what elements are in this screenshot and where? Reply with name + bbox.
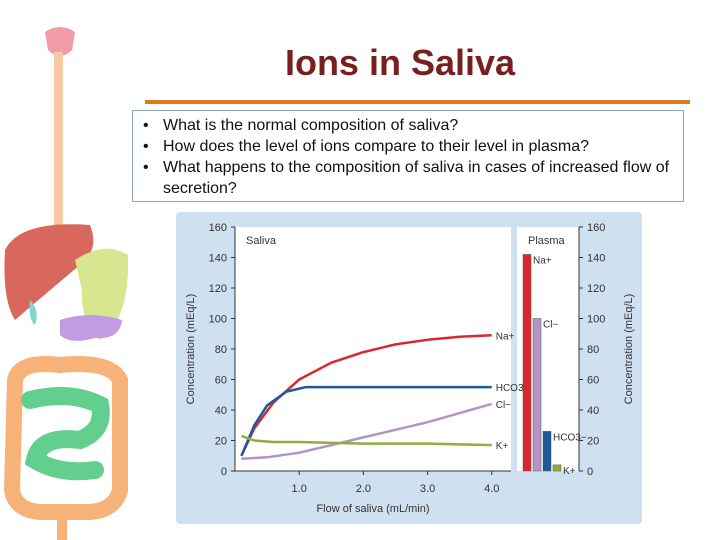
series-label: K+ [496,441,509,452]
plasma-panel-title: Plasma [528,235,566,247]
series-line [241,402,493,461]
series-line [240,385,492,457]
y-axis-label-right: Concentration (mEq/L) [623,294,635,405]
y-tick-label-right: 140 [587,253,605,265]
y-tick-label-right: 0 [587,466,593,478]
y-tick-label-left: 160 [209,222,227,234]
y-tick-label-right: 160 [587,222,605,234]
bullet-list: What is the normal composition of saliva… [141,115,675,199]
x-tick-label: 3.0 [420,483,435,495]
plasma-bar-label: Cl− [543,320,558,331]
bullet-item: What happens to the composition of saliv… [141,157,675,199]
x-tick-label: 4.0 [484,483,499,495]
liver-shape [4,224,94,320]
plasma-bar [522,254,532,472]
plasma-bar [532,318,542,472]
esophagus-shape [54,52,63,252]
bullet-item: What is the normal composition of saliva… [141,115,675,136]
series-label: HCO3− [496,383,530,394]
plasma-bar-label: K+ [563,466,576,477]
plasma-bar-label: HCO3− [553,432,587,443]
series-line [240,434,492,447]
small-intestine-shape [21,387,110,481]
y-tick-label-right: 80 [587,344,599,356]
y-tick-label-left: 120 [209,283,227,295]
saliva-panel-title: Saliva [246,235,277,247]
gallbladder-shape [29,300,37,325]
y-tick-label-left: 140 [209,253,227,265]
y-tick-label-right: 100 [587,314,605,326]
x-axis-label: Flow of saliva (mL/min) [316,503,429,515]
plasma-bar-label: Na+ [533,255,552,266]
series-line [240,334,492,457]
x-tick-label: 1.0 [292,483,307,495]
y-tick-label-left: 60 [215,375,227,387]
chart-svg: 0 20 40 60 80 100 120 140 160 0 20 40 60 80 100 120 140 1… [176,212,642,524]
y-tick-label-right: 60 [587,375,599,387]
y-tick-label-left: 100 [209,314,227,326]
bullet-item: How does the level of ions compare to th… [141,136,675,157]
y-tick-label-right: 40 [587,405,599,417]
y-tick-label-left: 80 [215,344,227,356]
digestive-system-illustration [3,27,129,540]
slide-title: Ions in Saliva [284,42,516,83]
series-label: Cl− [496,400,511,411]
y-tick-label-right: 20 [587,436,599,448]
large-intestine-shape [3,356,128,520]
plasma-bar [542,431,552,472]
series-label: Na+ [496,331,515,342]
y-tick-label-left: 20 [215,436,227,448]
pancreas-shape [60,315,122,341]
x-tick-label: 2.0 [356,483,371,495]
title-underline [145,100,690,104]
bullet-box: What is the normal composition of saliva… [132,110,684,202]
plasma-bar [552,464,562,472]
mouth-shape [45,27,75,56]
ion-concentration-figure: 0 20 40 60 80 100 120 140 160 0 20 40 60 80 100 120 140 1… [176,212,642,524]
y-tick-label-right: 120 [587,283,605,295]
y-tick-label-left: 40 [215,405,227,417]
y-tick-label-left: 0 [221,466,227,478]
y-axis-label-left: Concentration (mEq/L) [185,294,197,405]
